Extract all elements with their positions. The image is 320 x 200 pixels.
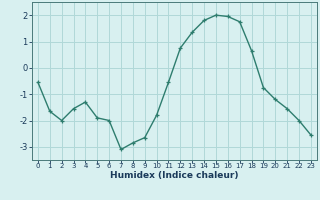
X-axis label: Humidex (Indice chaleur): Humidex (Indice chaleur) — [110, 171, 239, 180]
